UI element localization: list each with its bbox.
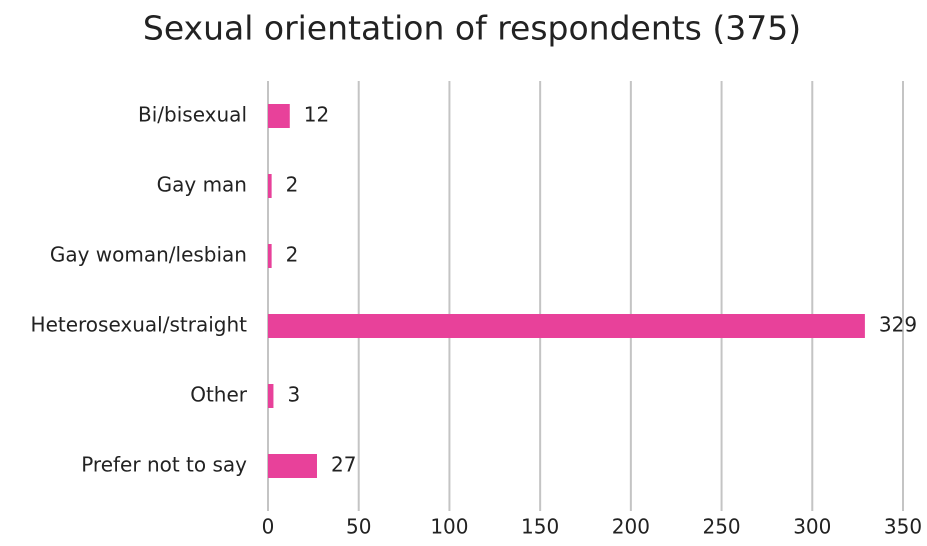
bar xyxy=(268,104,290,128)
data-label: 27 xyxy=(331,453,356,477)
data-label: 3 xyxy=(287,383,300,407)
x-tick-label: 150 xyxy=(521,515,559,539)
y-tick-label: Gay woman/lesbian xyxy=(50,243,247,267)
x-tick-label: 200 xyxy=(612,515,650,539)
y-tick-label: Heterosexual/straight xyxy=(31,313,248,337)
x-tick-label: 50 xyxy=(346,515,371,539)
x-tick-label: 300 xyxy=(793,515,831,539)
data-label: 2 xyxy=(286,173,299,197)
data-label: 12 xyxy=(304,103,329,127)
x-tick-label: 250 xyxy=(702,515,740,539)
bar xyxy=(268,454,317,478)
data-label: 2 xyxy=(286,243,299,267)
bar xyxy=(268,314,865,338)
bar xyxy=(268,384,274,408)
y-tick-label: Gay man xyxy=(157,173,247,197)
y-tick-label: Other xyxy=(190,383,248,407)
x-tick-label: 0 xyxy=(262,515,275,539)
bar xyxy=(268,174,272,198)
x-tick-label: 350 xyxy=(884,515,922,539)
data-label: 329 xyxy=(879,313,917,337)
bar xyxy=(268,244,272,268)
x-tick-label: 100 xyxy=(430,515,468,539)
y-tick-label: Prefer not to say xyxy=(81,453,247,477)
chart-title: Sexual orientation of respondents (375) xyxy=(143,9,801,48)
y-tick-label: Bi/bisexual xyxy=(138,103,247,127)
